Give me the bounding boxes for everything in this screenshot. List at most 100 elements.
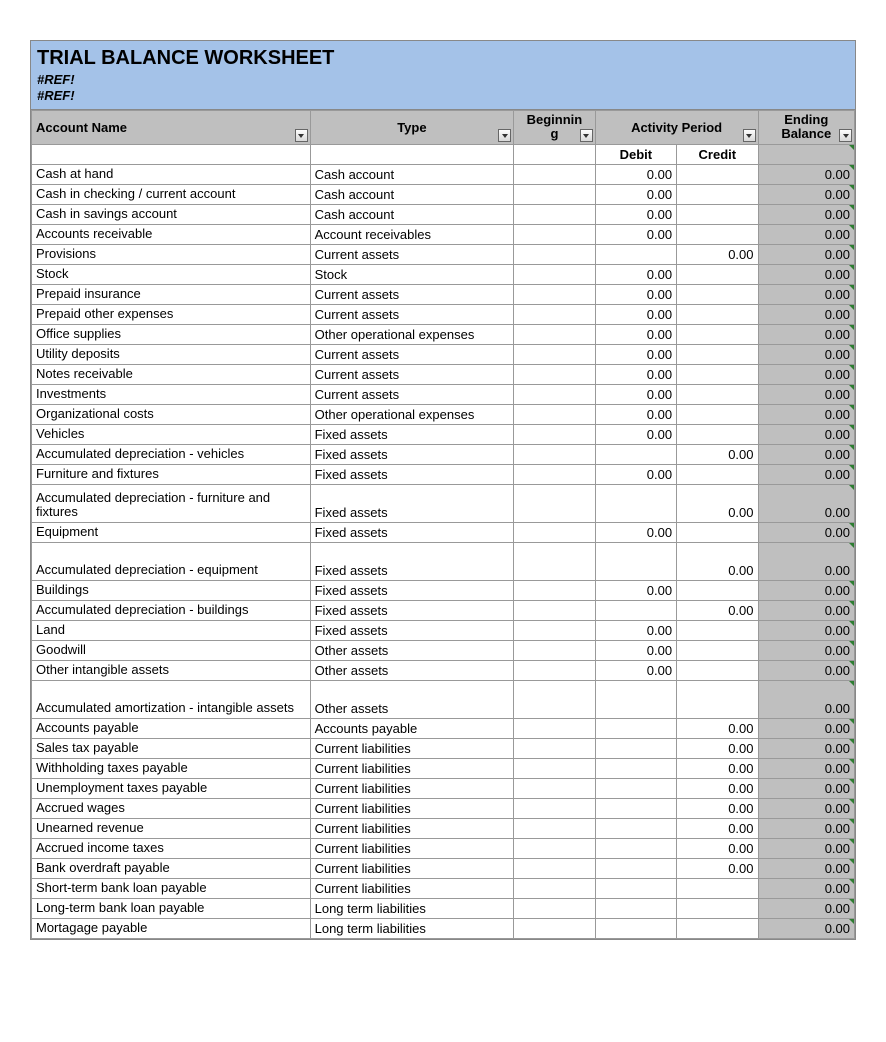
cell-debit[interactable]: 0.00 — [595, 621, 676, 641]
cell-credit[interactable] — [677, 265, 758, 285]
cell-ending[interactable]: 0.00 — [758, 345, 854, 365]
cell-debit[interactable] — [595, 601, 676, 621]
cell-debit[interactable]: 0.00 — [595, 581, 676, 601]
cell-ending[interactable]: 0.00 — [758, 543, 854, 581]
cell-debit[interactable]: 0.00 — [595, 465, 676, 485]
cell-credit[interactable] — [677, 465, 758, 485]
cell-beginning[interactable] — [514, 465, 595, 485]
cell-type[interactable]: Current assets — [310, 285, 514, 305]
cell-type[interactable]: Current assets — [310, 345, 514, 365]
cell-ending[interactable]: 0.00 — [758, 305, 854, 325]
cell-account-name[interactable]: Prepaid other expenses — [32, 305, 311, 325]
cell-type[interactable]: Fixed assets — [310, 485, 514, 523]
cell-account-name[interactable]: Prepaid insurance — [32, 285, 311, 305]
cell-beginning[interactable] — [514, 601, 595, 621]
cell-credit[interactable] — [677, 581, 758, 601]
cell-credit[interactable]: 0.00 — [677, 839, 758, 859]
cell-debit[interactable] — [595, 779, 676, 799]
cell-beginning[interactable] — [514, 919, 595, 939]
cell-debit[interactable] — [595, 819, 676, 839]
cell-type[interactable]: Current liabilities — [310, 819, 514, 839]
cell-credit[interactable] — [677, 305, 758, 325]
cell-account-name[interactable]: Utility deposits — [32, 345, 311, 365]
cell-credit[interactable] — [677, 205, 758, 225]
cell-beginning[interactable] — [514, 305, 595, 325]
cell-credit[interactable] — [677, 385, 758, 405]
header-account[interactable]: Account Name — [32, 110, 311, 145]
cell-ending[interactable]: 0.00 — [758, 641, 854, 661]
cell-account-name[interactable]: Accumulated depreciation - vehicles — [32, 445, 311, 465]
cell-type[interactable]: Fixed assets — [310, 601, 514, 621]
cell-account-name[interactable]: Other intangible assets — [32, 661, 311, 681]
cell-debit[interactable]: 0.00 — [595, 385, 676, 405]
cell-account-name[interactable]: Accumulated amortization - intangible as… — [32, 681, 311, 719]
cell-type[interactable]: Current liabilities — [310, 799, 514, 819]
cell-credit[interactable] — [677, 523, 758, 543]
cell-debit[interactable]: 0.00 — [595, 405, 676, 425]
cell-beginning[interactable] — [514, 365, 595, 385]
cell-beginning[interactable] — [514, 799, 595, 819]
cell-ending[interactable]: 0.00 — [758, 601, 854, 621]
cell-debit[interactable]: 0.00 — [595, 185, 676, 205]
cell-ending[interactable]: 0.00 — [758, 779, 854, 799]
cell-debit[interactable]: 0.00 — [595, 305, 676, 325]
cell-type[interactable]: Fixed assets — [310, 425, 514, 445]
cell-beginning[interactable] — [514, 641, 595, 661]
cell-type[interactable]: Accounts payable — [310, 719, 514, 739]
cell-ending[interactable]: 0.00 — [758, 185, 854, 205]
cell-ending[interactable]: 0.00 — [758, 739, 854, 759]
cell-credit[interactable] — [677, 165, 758, 185]
cell-type[interactable]: Other assets — [310, 641, 514, 661]
cell-beginning[interactable] — [514, 425, 595, 445]
cell-type[interactable]: Current assets — [310, 245, 514, 265]
cell-beginning[interactable] — [514, 205, 595, 225]
cell-credit[interactable] — [677, 641, 758, 661]
cell-beginning[interactable] — [514, 185, 595, 205]
cell-beginning[interactable] — [514, 245, 595, 265]
cell-account-name[interactable]: Office supplies — [32, 325, 311, 345]
cell-type[interactable]: Fixed assets — [310, 465, 514, 485]
cell-credit[interactable] — [677, 225, 758, 245]
cell-credit[interactable] — [677, 365, 758, 385]
cell-beginning[interactable] — [514, 445, 595, 465]
cell-ending[interactable]: 0.00 — [758, 581, 854, 601]
cell-beginning[interactable] — [514, 485, 595, 523]
cell-ending[interactable]: 0.00 — [758, 465, 854, 485]
cell-ending[interactable]: 0.00 — [758, 819, 854, 839]
cell-type[interactable]: Other operational expenses — [310, 405, 514, 425]
cell-ending[interactable]: 0.00 — [758, 365, 854, 385]
cell-beginning[interactable] — [514, 385, 595, 405]
cell-credit[interactable]: 0.00 — [677, 859, 758, 879]
cell-ending[interactable]: 0.00 — [758, 285, 854, 305]
cell-type[interactable]: Current assets — [310, 365, 514, 385]
cell-debit[interactable] — [595, 245, 676, 265]
cell-debit[interactable] — [595, 759, 676, 779]
cell-credit[interactable] — [677, 681, 758, 719]
cell-type[interactable]: Account receivables — [310, 225, 514, 245]
cell-ending[interactable]: 0.00 — [758, 485, 854, 523]
cell-account-name[interactable]: Bank overdraft payable — [32, 859, 311, 879]
cell-ending[interactable]: 0.00 — [758, 445, 854, 465]
cell-type[interactable]: Fixed assets — [310, 581, 514, 601]
cell-beginning[interactable] — [514, 543, 595, 581]
cell-account-name[interactable]: Accumulated depreciation - buildings — [32, 601, 311, 621]
cell-ending[interactable]: 0.00 — [758, 919, 854, 939]
cell-beginning[interactable] — [514, 681, 595, 719]
cell-credit[interactable]: 0.00 — [677, 445, 758, 465]
cell-credit[interactable] — [677, 919, 758, 939]
cell-ending[interactable]: 0.00 — [758, 265, 854, 285]
cell-beginning[interactable] — [514, 759, 595, 779]
filter-icon[interactable] — [839, 129, 852, 142]
cell-credit[interactable]: 0.00 — [677, 719, 758, 739]
cell-ending[interactable]: 0.00 — [758, 759, 854, 779]
cell-account-name[interactable]: Mortagage payable — [32, 919, 311, 939]
cell-credit[interactable] — [677, 621, 758, 641]
cell-beginning[interactable] — [514, 779, 595, 799]
cell-type[interactable]: Long term liabilities — [310, 919, 514, 939]
cell-credit[interactable] — [677, 345, 758, 365]
cell-type[interactable]: Cash account — [310, 185, 514, 205]
cell-account-name[interactable]: Accrued income taxes — [32, 839, 311, 859]
cell-credit[interactable] — [677, 661, 758, 681]
cell-type[interactable]: Other assets — [310, 661, 514, 681]
cell-beginning[interactable] — [514, 523, 595, 543]
